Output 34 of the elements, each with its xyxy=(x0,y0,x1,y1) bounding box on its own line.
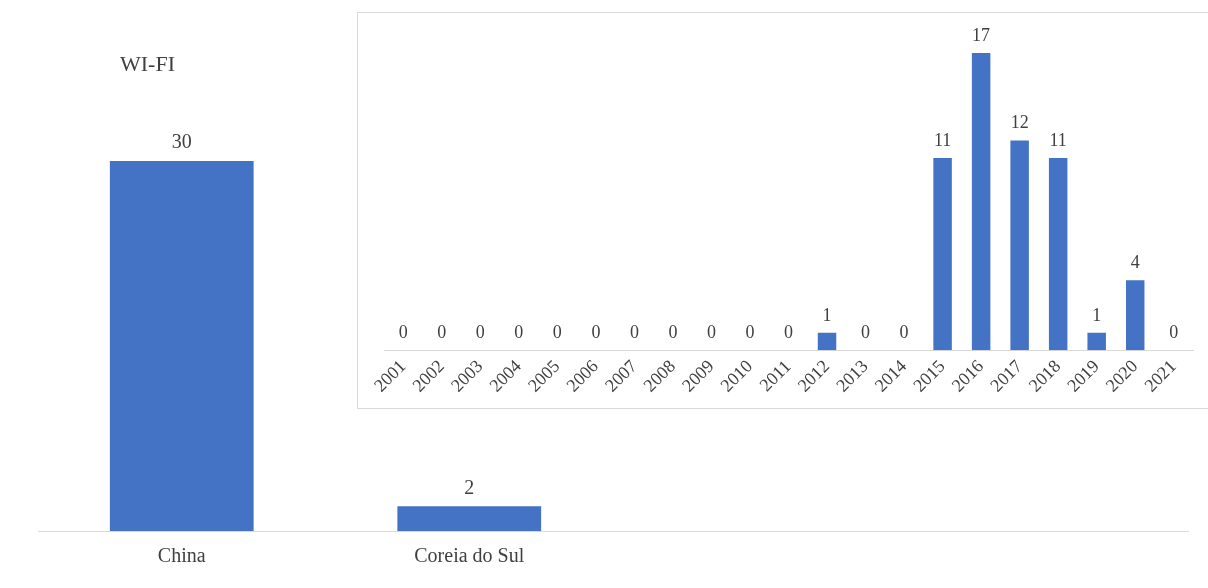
data-label: 1 xyxy=(822,304,832,325)
data-label: 0 xyxy=(437,322,447,343)
bar xyxy=(817,332,837,351)
bar xyxy=(933,157,952,351)
data-label: 2 xyxy=(464,475,475,498)
data-label: 11 xyxy=(1049,129,1067,150)
data-label: 17 xyxy=(972,24,991,45)
data-label: 0 xyxy=(398,322,408,343)
data-label: 30 xyxy=(171,130,192,153)
data-label: 0 xyxy=(1169,322,1179,343)
bar xyxy=(1010,140,1029,351)
x-tick-label: 2011 xyxy=(755,355,795,396)
data-label: 1 xyxy=(1092,304,1102,325)
bar xyxy=(1048,157,1068,351)
data-label: 12 xyxy=(1010,112,1029,133)
bar xyxy=(1087,332,1106,351)
data-label: 0 xyxy=(745,322,755,343)
data-label: 0 xyxy=(784,322,793,343)
data-label: 11 xyxy=(933,129,952,150)
chart-title: WI-FI xyxy=(120,50,175,76)
data-label: 0 xyxy=(514,322,524,343)
data-label: 0 xyxy=(475,322,485,343)
data-label: 4 xyxy=(1130,252,1140,273)
x-tick-label: Coreia do Sul xyxy=(414,544,525,567)
data-label: 0 xyxy=(861,322,871,343)
bar xyxy=(1125,280,1145,351)
data-label: 0 xyxy=(552,322,562,343)
data-label: 0 xyxy=(899,322,909,343)
data-label: 0 xyxy=(591,322,601,343)
data-label: 0 xyxy=(706,322,716,343)
bar xyxy=(971,53,991,351)
x-tick-label: China xyxy=(157,544,206,567)
data-label: 0 xyxy=(629,322,639,343)
data-label: 0 xyxy=(668,322,678,343)
